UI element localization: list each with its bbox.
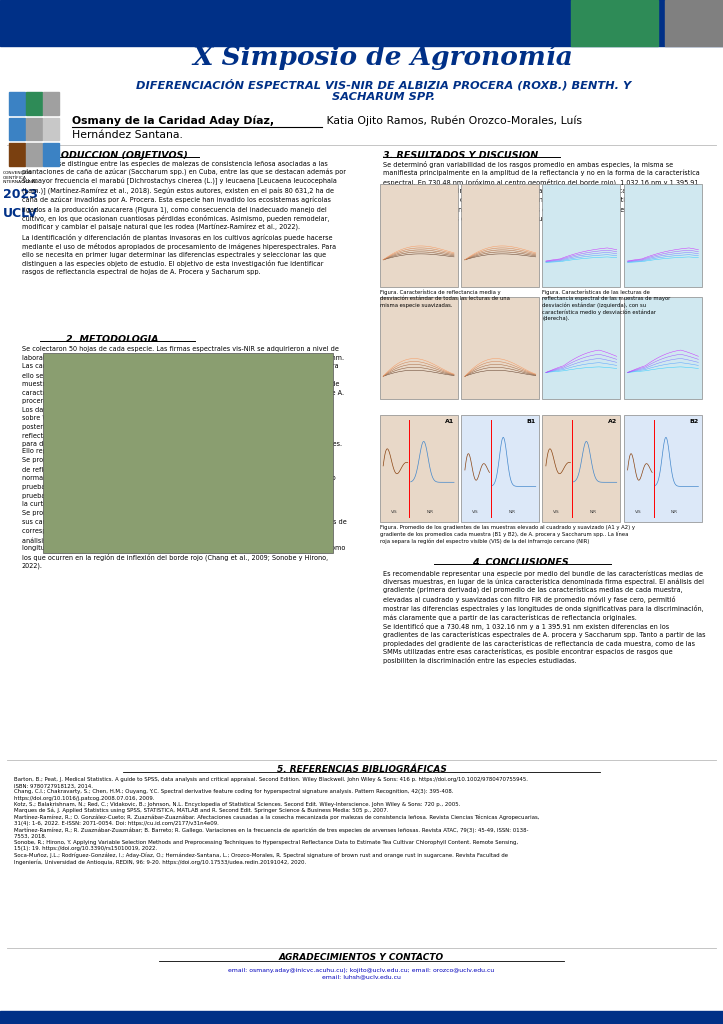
Bar xyxy=(461,184,539,287)
Text: B2: B2 xyxy=(689,419,698,424)
Text: 5. REFERENCIAS BIBLIOGRÁFICAS: 5. REFERENCIAS BIBLIOGRÁFICAS xyxy=(277,765,446,774)
Bar xyxy=(542,297,620,399)
Text: Barton, B.; Peat, J. Medical Statistics. A guide to SPSS, data analysis and crit: Barton, B.; Peat, J. Medical Statistics.… xyxy=(14,777,540,865)
Bar xyxy=(26,118,42,140)
Text: UCLV: UCLV xyxy=(3,207,38,220)
Text: 4. CONCLUSIONES: 4. CONCLUSIONES xyxy=(472,558,569,567)
Bar xyxy=(9,143,25,166)
Text: Osmany de la Caridad Aday Díaz,: Osmany de la Caridad Aday Díaz, xyxy=(72,116,275,126)
Text: DIFERENCIACIÓN ESPECTRAL VIS-NIR DE ALBIZIA PROCERA (ROXB.) BENTH. Y
SACHARUM SP: DIFERENCIACIÓN ESPECTRAL VIS-NIR DE ALBI… xyxy=(136,79,630,101)
Text: AGRADECIMIENTOS Y CONTACTO: AGRADECIMIENTOS Y CONTACTO xyxy=(279,953,444,963)
Bar xyxy=(0,0,723,46)
Bar xyxy=(26,92,42,115)
Text: VIS: VIS xyxy=(472,510,479,514)
Text: VIS: VIS xyxy=(553,510,560,514)
Bar xyxy=(542,184,620,287)
Bar xyxy=(380,297,458,399)
Text: VIS: VIS xyxy=(390,510,398,514)
Bar xyxy=(43,353,333,553)
Text: Hernández Santana.: Hernández Santana. xyxy=(72,130,183,140)
Bar xyxy=(43,92,59,115)
Text: CONVENCIÓN
CIENTÍFICA
INTERNACIONAL: CONVENCIÓN CIENTÍFICA INTERNACIONAL xyxy=(3,171,38,184)
Bar xyxy=(624,184,702,287)
Text: Figura. Características de las lecturas de
reflectancia espectral de las muestra: Figura. Características de las lecturas … xyxy=(542,290,671,322)
Bar xyxy=(624,415,702,522)
Bar xyxy=(665,0,723,46)
Text: Figura. Característica de reflectancia media y
desviación estándar de todas las : Figura. Característica de reflectancia m… xyxy=(380,290,510,307)
Text: Se colectaron 50 hojas de cada especie. Las firmas espectrales vis-NIR se adquir: Se colectaron 50 hojas de cada especie. … xyxy=(22,346,346,569)
Bar xyxy=(624,297,702,399)
Text: NIR: NIR xyxy=(508,510,515,514)
Text: X Simposio de Agronomía: X Simposio de Agronomía xyxy=(193,44,573,71)
Text: 2023: 2023 xyxy=(3,188,38,202)
Text: A. procera se distingue entre las especies de malezas de consistencia leñosa aso: A. procera se distingue entre las especi… xyxy=(22,161,346,274)
Text: NIR: NIR xyxy=(427,510,434,514)
Bar xyxy=(461,415,539,522)
Bar xyxy=(43,143,59,166)
Text: Katia Ojito Ramos, Rubén Orozco-Morales, Luís: Katia Ojito Ramos, Rubén Orozco-Morales,… xyxy=(323,116,582,126)
Text: 3. RESULTADOS Y DISCUSION: 3. RESULTADOS Y DISCUSION xyxy=(383,151,539,160)
Text: A1: A1 xyxy=(445,419,454,424)
Bar xyxy=(9,118,25,140)
Text: Es recomendable representar una especie por medio del bundle de las característi: Es recomendable representar una especie … xyxy=(383,570,706,665)
Bar xyxy=(571,0,658,46)
Bar xyxy=(542,415,620,522)
Text: email: osmany.aday@inicvc.acuhu.cu); kojito@uclv.edu.cu; email: orozco@uclv.edu.: email: osmany.aday@inicvc.acuhu.cu); koj… xyxy=(228,968,495,979)
Text: B1: B1 xyxy=(526,419,536,424)
Bar xyxy=(9,92,25,115)
Text: A2: A2 xyxy=(607,419,617,424)
Text: VIS: VIS xyxy=(635,510,642,514)
Text: NIR: NIR xyxy=(671,510,678,514)
Bar xyxy=(461,297,539,399)
Text: Figura. Promedio de los gradientes de las muestras elevado al cuadrado y suaviza: Figura. Promedio de los gradientes de la… xyxy=(380,525,635,544)
Bar xyxy=(26,143,42,166)
Bar xyxy=(380,184,458,287)
Text: Se determinó gran variabilidad de los rasgos promedio en ambas especies, la mism: Se determinó gran variabilidad de los ra… xyxy=(383,161,700,222)
Text: 2. METODOLOGIA: 2. METODOLOGIA xyxy=(66,335,158,344)
Text: 1. INTRODUCCION (OBJETIVOS): 1. INTRODUCCION (OBJETIVOS) xyxy=(22,151,187,160)
Text: NIR: NIR xyxy=(589,510,596,514)
Bar xyxy=(380,415,458,522)
Bar xyxy=(0,1011,723,1024)
Bar xyxy=(43,118,59,140)
